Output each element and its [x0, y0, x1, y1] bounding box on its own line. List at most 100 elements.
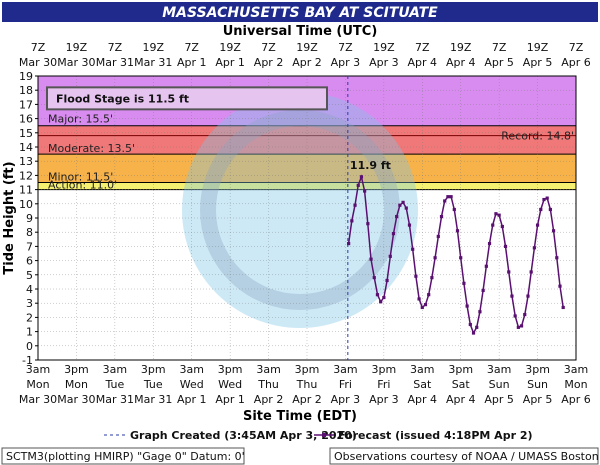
bottom-tick-time: 3pm: [295, 363, 320, 376]
forecast-point: [462, 281, 466, 285]
forecast-point: [388, 254, 392, 258]
top-tick-label: 19Z: [527, 41, 549, 54]
y-tick-label: 14: [19, 141, 33, 154]
y-tick-label: 2: [26, 311, 33, 324]
forecast-point: [519, 324, 524, 328]
bottom-tick-date: Mar 31: [96, 393, 134, 406]
forecast-point: [548, 207, 552, 212]
forecast-point: [423, 303, 428, 307]
forecast-point: [385, 278, 389, 283]
forecast-point: [398, 203, 402, 207]
noaa-logo-ring: [200, 110, 400, 310]
forecast-point: [471, 331, 476, 335]
bottom-tick-time: 3am: [410, 363, 434, 376]
y-tick-label: 16: [19, 113, 33, 126]
forecast-point: [391, 232, 396, 236]
forecast-point: [526, 294, 530, 298]
bottom-tick-date: Mar 30: [57, 393, 95, 406]
bottom-tick-day: Thu: [257, 378, 279, 391]
bottom-tick-time: 3pm: [525, 363, 550, 376]
band-label-minor: Minor: 11.5': [48, 171, 113, 184]
bottom-tick-day: Mon: [564, 378, 587, 391]
forecast-point: [359, 175, 364, 179]
forecast-point: [491, 223, 495, 227]
top-tick-label: 7Z: [184, 41, 199, 54]
top-tick-label: 7Z: [415, 41, 430, 54]
forecast-point: [439, 214, 444, 219]
forecast-point: [369, 257, 373, 261]
flood-stage-label: Flood Stage is 11.5 ft: [56, 92, 189, 105]
forecast-point: [430, 276, 434, 280]
bottom-tick-date: Mar 30: [19, 393, 57, 406]
bottom-tick-time: 3am: [487, 363, 511, 376]
bottom-tick-date: Apr 4: [408, 393, 438, 406]
top-tick-date: Apr 6: [561, 56, 591, 69]
bottom-tick-day: Sun: [489, 378, 510, 391]
forecast-point: [449, 195, 453, 199]
forecast-point: [475, 325, 479, 329]
band-label-moderate: Moderate: 13.5': [48, 142, 135, 155]
band-action: [38, 182, 576, 190]
top-tick-date: Apr 2: [292, 56, 322, 69]
legend-created-label: Graph Created (3:45AM Apr 3, 2020): [130, 429, 357, 442]
top-tick-date: Apr 3: [331, 56, 361, 69]
bottom-tick-date: Apr 4: [446, 393, 476, 406]
bottom-tick-day: Fri: [339, 378, 352, 391]
forecast-point: [529, 270, 533, 274]
top-tick-date: Apr 2: [254, 56, 284, 69]
forecast-point: [452, 207, 456, 212]
top-tick-label: 19Z: [66, 41, 88, 54]
legend-forecast-label: Forecast (issued 4:18PM Apr 2): [338, 429, 533, 442]
forecast-point: [497, 213, 501, 217]
top-tick-date: Apr 1: [177, 56, 207, 69]
forecast-point: [465, 304, 469, 308]
legend-forecast-marker: [322, 433, 326, 437]
bottom-tick-time: 3am: [26, 363, 50, 376]
forecast-point: [551, 229, 556, 233]
forecast-point: [350, 219, 354, 223]
peak-label: 11.9 ft: [350, 159, 391, 172]
top-tick-date: Apr 1: [215, 56, 245, 69]
forecast-point: [363, 189, 367, 193]
bottom-tick-day: Fri: [377, 378, 390, 391]
top-tick-label: 7Z: [492, 41, 507, 54]
forecast-point: [468, 322, 472, 327]
forecast-point: [433, 256, 437, 260]
top-tick-label: 19Z: [373, 41, 395, 54]
bottom-axis-title: Site Time (EDT): [243, 409, 357, 424]
top-tick-label: 7Z: [338, 41, 353, 54]
forecast-point: [535, 223, 540, 227]
y-tick-label: 11: [19, 184, 33, 197]
y-tick-label: 12: [19, 169, 33, 182]
bottom-tick-day: Tue: [104, 378, 124, 391]
bottom-tick-date: Apr 5: [484, 393, 514, 406]
forecast-point: [366, 222, 370, 226]
top-tick-date: Apr 4: [408, 56, 438, 69]
forecast-point: [401, 200, 405, 204]
y-tick-label: 18: [19, 84, 33, 97]
y-tick-label: 5: [26, 269, 33, 282]
forecast-point: [558, 284, 562, 288]
forecast-line: [347, 174, 564, 335]
y-tick-label: 4: [26, 283, 33, 296]
y-tick-label: 13: [19, 155, 33, 168]
forecast-point: [379, 300, 383, 304]
top-tick-label: 7Z: [31, 41, 46, 54]
bottom-tick-date: Apr 1: [177, 393, 207, 406]
forecast-point: [443, 199, 447, 203]
forecast-point: [446, 195, 450, 199]
top-tick-label: 19Z: [450, 41, 472, 54]
forecast-point: [459, 256, 463, 260]
forecast-point: [427, 293, 431, 297]
forecast-point: [523, 312, 527, 317]
footer-right-box: [329, 447, 599, 465]
forecast-point: [487, 241, 492, 246]
top-tick-label: 7Z: [569, 41, 584, 54]
bottom-tick-day: Sun: [527, 378, 548, 391]
y-tick-label: 8: [26, 226, 33, 239]
forecast-point: [561, 305, 565, 310]
bottom-tick-day: Wed: [218, 378, 242, 391]
top-tick-date: Mar 31: [96, 56, 134, 69]
record-label: Record: 14.8': [501, 130, 574, 143]
